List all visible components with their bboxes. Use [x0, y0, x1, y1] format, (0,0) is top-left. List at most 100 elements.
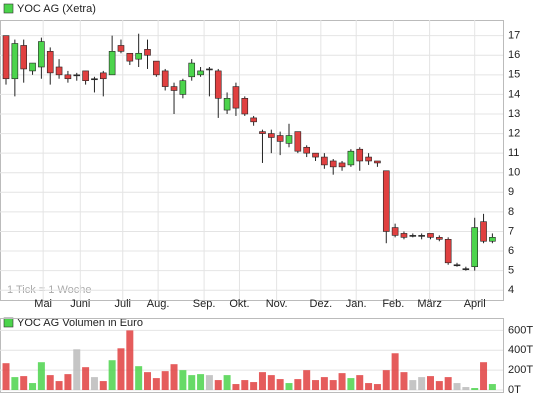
volume-bar — [400, 372, 408, 391]
volume-bar — [241, 380, 249, 391]
volume-bar — [135, 366, 143, 391]
volume-bar — [179, 370, 187, 391]
candle-body — [2, 35, 10, 80]
candle-body — [91, 78, 98, 81]
candle-body — [374, 160, 381, 164]
candle-body — [197, 70, 204, 76]
legend-swatch — [3, 317, 14, 328]
candle-body — [144, 49, 151, 56]
volume-bar — [126, 330, 134, 391]
y-tick-label: 15 — [508, 69, 520, 81]
y-tick-label: 10 — [508, 167, 520, 179]
candle-body — [38, 41, 45, 68]
volume-bar — [82, 367, 90, 391]
candle-body — [427, 233, 434, 238]
volume-bar — [303, 370, 311, 391]
candle-body — [471, 227, 479, 268]
x-tick-label: Jan. — [346, 298, 367, 310]
volume-bar — [347, 378, 355, 391]
candle-body — [480, 221, 487, 242]
candle-body — [64, 74, 72, 80]
candle-body — [73, 74, 81, 77]
candle-body — [250, 117, 257, 123]
candle-body — [338, 162, 346, 168]
volume-bar — [55, 381, 63, 391]
y-tick-label: 12 — [508, 127, 520, 139]
candle-body — [170, 86, 178, 91]
x-tick-label: April — [464, 298, 486, 310]
x-tick-label: März — [417, 298, 441, 310]
y-tick-label: 11 — [508, 147, 519, 159]
candle-body — [108, 51, 116, 76]
volume-bar — [320, 377, 328, 391]
volume-bar — [294, 379, 302, 391]
candle-body — [400, 233, 408, 238]
volume-bar — [2, 363, 10, 391]
volume-bar — [99, 381, 107, 391]
candle-body — [436, 237, 443, 240]
volume-bar — [409, 380, 417, 391]
candle-body — [153, 60, 160, 76]
volume-bar — [64, 374, 72, 391]
volume-bar — [382, 370, 390, 391]
y-tick-label: 400T — [508, 344, 533, 356]
candle-body — [179, 80, 187, 95]
candle-body — [82, 70, 89, 81]
y-tick-label: 8 — [508, 206, 514, 218]
volume-bar — [258, 372, 266, 391]
x-tick-label: Sep. — [193, 298, 216, 310]
volume-bar — [250, 382, 258, 391]
x-tick-label: Juli — [114, 298, 131, 310]
volume-bar — [170, 364, 178, 391]
y-tick-label: 17 — [508, 30, 520, 42]
candle-body — [329, 160, 337, 168]
x-tick-label: Okt. — [229, 298, 249, 310]
candle-body — [99, 72, 107, 80]
volume-bar — [29, 383, 37, 391]
y-tick-label: 14 — [508, 88, 520, 100]
candle-body — [462, 268, 470, 270]
candle-body — [188, 62, 196, 78]
volume-bar — [267, 375, 275, 391]
volume-bar — [356, 375, 364, 391]
candle-body — [126, 52, 134, 62]
candle-body — [356, 148, 364, 162]
candle-body — [241, 98, 249, 115]
volume-bar — [435, 381, 443, 391]
volume-bar — [223, 375, 231, 391]
y-tick-label: 9 — [508, 186, 514, 198]
y-tick-label: 600T — [508, 324, 533, 336]
candle-body — [206, 68, 213, 71]
candle-body — [29, 62, 36, 72]
candle-body — [382, 170, 390, 232]
candle-body — [276, 135, 284, 142]
volume-bar — [312, 380, 320, 391]
volume-bar — [37, 362, 45, 391]
plot-frame — [0, 20, 504, 301]
candle-body — [232, 86, 240, 109]
volume-bar — [365, 383, 373, 391]
candle-body — [214, 70, 222, 99]
candle-body — [285, 135, 293, 144]
y-tick-label: 5 — [508, 265, 514, 277]
volume-bar — [471, 388, 479, 391]
candle-body — [259, 131, 266, 134]
candle-body — [11, 43, 19, 80]
volume-bar — [46, 375, 54, 391]
volume-bar — [418, 377, 426, 391]
candle-body — [444, 239, 452, 264]
volume-bar — [90, 377, 98, 391]
volume-bar — [453, 383, 461, 391]
candle-body — [489, 237, 496, 242]
y-tick-label: 200T — [508, 364, 533, 376]
candle-body — [161, 70, 169, 87]
candle-body — [391, 227, 399, 236]
volume-bar — [462, 387, 470, 391]
candle-body — [117, 45, 125, 52]
x-tick-label: Mai — [34, 298, 52, 310]
volume-bar — [276, 379, 284, 391]
candle-body — [312, 152, 319, 158]
volume-bar — [338, 373, 346, 391]
volume-bar — [480, 362, 488, 391]
